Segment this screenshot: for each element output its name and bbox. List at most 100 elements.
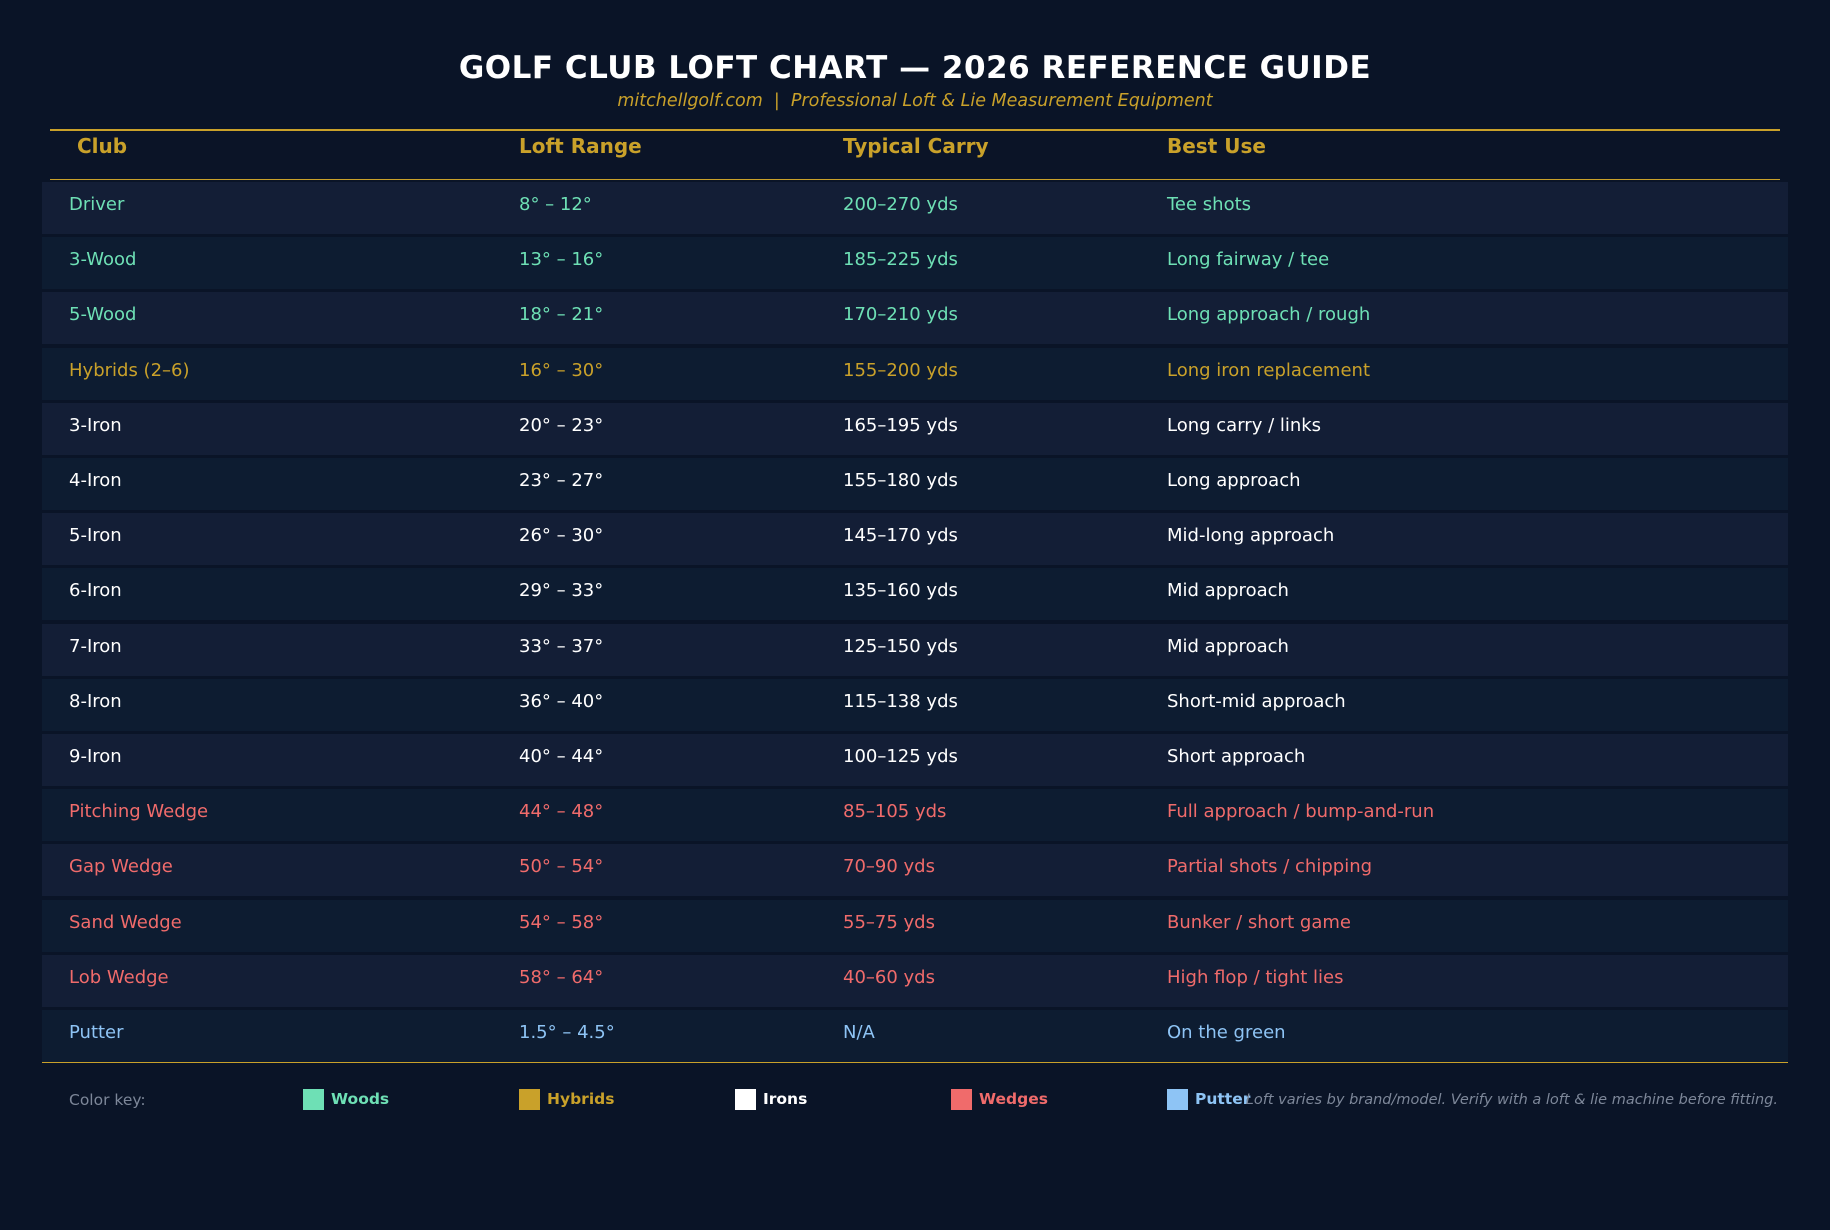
cell-typical-carry: 155–180 yds	[843, 470, 958, 491]
cell-typical-carry: 55–75 yds	[843, 911, 935, 933]
color-key-text: Hybrids	[547, 1090, 615, 1108]
cell-club: Putter	[69, 1022, 124, 1043]
table-header: Club Loft Range Typical Carry Best Use	[50, 129, 1780, 180]
cell-typical-carry: 70–90 yds	[843, 856, 935, 878]
table-row: 7-Iron 33° – 37° 125–150 yds Mid approach	[42, 623, 1788, 676]
cell-loft-range: 58° – 64°	[519, 966, 604, 988]
table-row: Hybrids (2–6) 16° – 30° 155–200 yds Long ir…	[42, 347, 1788, 400]
cell-typical-carry: 125–150 yds	[843, 635, 958, 657]
cell-loft-range: 16° – 30°	[519, 359, 604, 381]
cell-loft-range: 50° – 54°	[519, 856, 604, 878]
cell-best-use: Long iron replacement	[1167, 359, 1371, 381]
cell-loft-range: 13° – 16°	[519, 249, 604, 271]
table-row: 5-Iron 26° – 30° 145–170 yds Mid-long appro…	[42, 513, 1788, 566]
table-row: 3-Iron 20° – 23° 165–195 yds Long carry / l…	[42, 402, 1788, 455]
cell-club: 3-Iron	[69, 414, 122, 436]
table-row: 8-Iron 36° – 40° 115–138 yds Short-mid appr…	[42, 678, 1788, 731]
cell-best-use: Mid approach	[1167, 580, 1289, 602]
cell-loft-range: 54° – 58°	[519, 911, 604, 933]
cell-typical-carry: 165–195 yds	[843, 414, 958, 436]
cell-loft-range: 18° – 21°	[519, 304, 604, 326]
table-row: 4-Iron 23° – 27° 155–180 yds Long approach	[42, 458, 1788, 510]
cell-typical-carry: 170–210 yds	[843, 304, 958, 326]
color-key-text: Wedges	[979, 1090, 1048, 1108]
cell-best-use: Partial shots / chipping	[1167, 856, 1373, 878]
cell-loft-range: 26° – 30°	[519, 525, 604, 547]
cell-loft-range: 1.5° – 4.5°	[519, 1022, 615, 1043]
table-row: 6-Iron 29° – 33° 135–160 yds Mid approach	[42, 568, 1788, 621]
cell-club: 7-Iron	[69, 635, 122, 657]
cell-typical-carry: 145–170 yds	[843, 525, 958, 547]
cell-loft-range: 23° – 27°	[519, 470, 604, 491]
cell-club: Driver	[69, 194, 125, 215]
cell-typical-carry: 85–105 yds	[843, 801, 947, 823]
table-row: Lob Wedge 58° – 64° 40–60 yds High flop / t…	[42, 954, 1788, 1007]
cell-loft-range: 36° – 40°	[519, 690, 604, 712]
cell-best-use: Long approach / rough	[1167, 304, 1371, 326]
cell-typical-carry: 155–200 yds	[843, 359, 958, 381]
cell-club: 5-Iron	[69, 525, 122, 547]
footnote: Loft varies by brand/model. Verify with …	[1245, 1092, 1778, 1108]
color-swatch	[303, 1089, 324, 1110]
cell-best-use: Long approach	[1167, 470, 1301, 491]
table-bottom-rule	[42, 1062, 1788, 1063]
page-subtitle: mitchellgolf.com | Professional Loft & L…	[617, 91, 1213, 111]
cell-best-use: Short approach	[1167, 746, 1306, 767]
cell-best-use: Tee shots	[1167, 194, 1252, 215]
cell-best-use: Mid approach	[1167, 635, 1289, 657]
color-swatch	[1167, 1089, 1188, 1110]
color-swatch	[519, 1089, 540, 1110]
header-loft-range: Loft Range	[519, 134, 642, 158]
cell-typical-carry: 185–225 yds	[843, 249, 958, 271]
cell-typical-carry: 115–138 yds	[843, 690, 958, 712]
cell-club: Hybrids (2–6)	[69, 359, 190, 381]
cell-loft-range: 8° – 12°	[519, 194, 592, 215]
cell-loft-range: 44° – 48°	[519, 801, 604, 823]
header-typical-carry: Typical Carry	[843, 134, 989, 158]
table-row: Sand Wedge 54° – 58° 55–75 yds Bunker / sho…	[42, 899, 1788, 952]
color-key: Color key: Woods Hybrids Irons Wedges Putter…	[0, 1088, 1830, 1112]
cell-loft-range: 20° – 23°	[519, 414, 604, 436]
table-row: 3-Wood 13° – 16° 185–225 yds Long fairway /…	[42, 237, 1788, 290]
color-key-text: Woods	[331, 1090, 390, 1108]
cell-typical-carry: 40–60 yds	[843, 966, 935, 988]
cell-club: Gap Wedge	[69, 856, 173, 878]
table-row: Putter 1.5° – 4.5° N/A On the green	[42, 1010, 1788, 1062]
cell-best-use: Bunker / short game	[1167, 911, 1351, 933]
cell-typical-carry: 135–160 yds	[843, 580, 958, 602]
cell-club: 5-Wood	[69, 304, 137, 326]
cell-club: Sand Wedge	[69, 911, 182, 933]
cell-loft-range: 40° – 44°	[519, 746, 604, 767]
cell-club: 9-Iron	[69, 746, 122, 767]
color-swatch	[735, 1089, 756, 1110]
color-key-label: Color key:	[69, 1091, 146, 1109]
header-club: Club	[77, 134, 128, 158]
table-row: Pitching Wedge 44° – 48° 85–105 yds Full ap…	[42, 789, 1788, 842]
cell-best-use: High flop / tight lies	[1167, 966, 1344, 988]
cell-loft-range: 33° – 37°	[519, 635, 604, 657]
header-best-use: Best Use	[1167, 134, 1266, 158]
color-key-text: Irons	[763, 1090, 808, 1108]
cell-best-use: On the green	[1167, 1022, 1286, 1043]
cell-club: Pitching Wedge	[69, 801, 209, 823]
cell-best-use: Full approach / bump-and-run	[1167, 801, 1435, 823]
cell-best-use: Mid-long approach	[1167, 525, 1335, 547]
cell-typical-carry: 100–125 yds	[843, 746, 958, 767]
cell-club: Lob Wedge	[69, 966, 169, 988]
cell-typical-carry: N/A	[843, 1022, 875, 1043]
cell-best-use: Long fairway / tee	[1167, 249, 1330, 271]
cell-club: 4-Iron	[69, 470, 122, 491]
cell-typical-carry: 200–270 yds	[843, 194, 958, 215]
cell-loft-range: 29° – 33°	[519, 580, 604, 602]
page-title: GOLF CLUB LOFT CHART — 2026 REFERENCE GU…	[458, 50, 1372, 86]
color-key-text: Putter	[1195, 1090, 1251, 1108]
cell-best-use: Long carry / links	[1167, 414, 1322, 436]
table-row: Driver 8° – 12° 200–270 yds Tee shots	[42, 182, 1788, 234]
table-row: Gap Wedge 50° – 54° 70–90 yds Partial shots…	[42, 844, 1788, 897]
cell-best-use: Short-mid approach	[1167, 690, 1346, 712]
cell-club: 3-Wood	[69, 249, 137, 271]
table-row: 5-Wood 18° – 21° 170–210 yds Long approach …	[42, 292, 1788, 345]
color-swatch	[951, 1089, 972, 1110]
cell-club: 8-Iron	[69, 690, 122, 712]
table-row: 9-Iron 40° – 44° 100–125 yds Short approach	[42, 734, 1788, 786]
